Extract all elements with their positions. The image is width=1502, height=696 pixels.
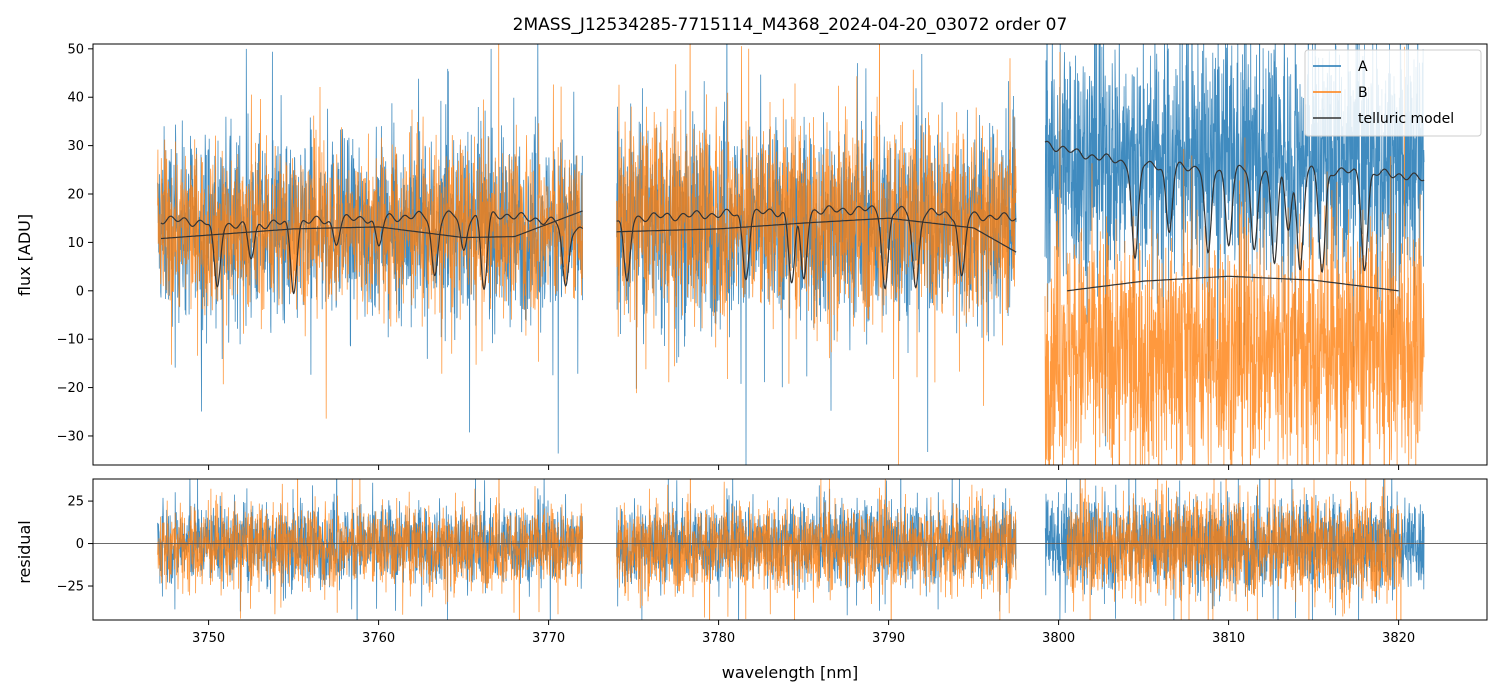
telluric-model-a-segment-2 bbox=[616, 205, 1017, 290]
residual-panel: 250−25 3750 3760 3770 3780 3790 3800 3810 3820 … bbox=[15, 478, 1488, 682]
x-tick-label: 3790 bbox=[872, 631, 905, 646]
flux-panel: −30 −20 −10 0 10 20 30 40 50 flux [ADU] A B tell… bbox=[15, 42, 1488, 470]
flux-y-tick-label: 30 bbox=[67, 139, 84, 154]
residual-y-axis-label: residual bbox=[15, 520, 34, 583]
legend-box bbox=[1304, 49, 1482, 137]
legend-label-b: B bbox=[1358, 85, 1368, 101]
telluric-model-b-segment-2 bbox=[616, 217, 1017, 253]
residual-x-ticks: 3750 3760 3770 3780 3790 3800 3810 3820 bbox=[192, 620, 1415, 646]
series-b-segment-3 bbox=[1044, 46, 1425, 465]
x-tick-label: 3800 bbox=[1042, 631, 1075, 646]
x-tick-label: 3750 bbox=[192, 631, 225, 646]
flux-x-ticks bbox=[208, 465, 1400, 470]
flux-axes-frame bbox=[92, 43, 1488, 466]
flux-y-axis-label: flux [ADU] bbox=[15, 214, 34, 296]
residual-b-segment-3 bbox=[1066, 479, 1403, 620]
residual-y-tick-label: 25 bbox=[67, 495, 84, 510]
residual-y-tick-label: −25 bbox=[57, 580, 84, 595]
residual-y-tick-label: 0 bbox=[76, 537, 84, 552]
chart-title: 2MASS_J12534285-7715114_M4368_2024-04-20… bbox=[513, 15, 1068, 35]
series-b-segment-2 bbox=[616, 44, 1017, 465]
residual-plot-area bbox=[93, 479, 1487, 620]
x-tick-label: 3810 bbox=[1212, 631, 1245, 646]
legend-label-telluric: telluric model bbox=[1358, 111, 1454, 127]
series-b-segment-1 bbox=[157, 44, 583, 419]
flux-y-tick-label: −10 bbox=[57, 333, 84, 348]
flux-y-tick-label: 40 bbox=[67, 91, 84, 106]
flux-y-tick-label: 10 bbox=[67, 236, 84, 251]
flux-y-tick-label: 0 bbox=[76, 284, 84, 299]
residual-axes-frame bbox=[92, 478, 1488, 621]
residual-y-ticks: 25 0 −25 bbox=[57, 495, 93, 595]
telluric-model-a-segment-1 bbox=[160, 210, 583, 295]
flux-y-tick-label: −20 bbox=[57, 381, 84, 396]
flux-y-tick-label: −30 bbox=[57, 429, 84, 444]
telluric-model-b-segment-3 bbox=[1067, 275, 1399, 292]
telluric-model-b-segment-1 bbox=[160, 210, 583, 240]
x-tick-label: 3770 bbox=[532, 631, 565, 646]
telluric-model-a-segment-3 bbox=[1044, 140, 1425, 273]
legend-label-a: A bbox=[1358, 59, 1368, 75]
x-tick-label: 3760 bbox=[362, 631, 395, 646]
flux-plot-area bbox=[157, 44, 1425, 465]
flux-y-tick-label: 50 bbox=[67, 42, 84, 57]
x-tick-label: 3780 bbox=[702, 631, 735, 646]
flux-y-tick-label: 20 bbox=[67, 188, 84, 203]
flux-y-ticks: −30 −20 −10 0 10 20 30 40 50 bbox=[57, 42, 93, 444]
x-tick-label: 3820 bbox=[1382, 631, 1415, 646]
series-a-segment-3 bbox=[1044, 44, 1425, 447]
residual-b-segment-2 bbox=[616, 479, 1017, 620]
residual-b-segment-1 bbox=[157, 479, 583, 620]
x-axis-label: wavelength [nm] bbox=[722, 663, 859, 682]
legend: A B telluric model bbox=[1304, 49, 1482, 137]
